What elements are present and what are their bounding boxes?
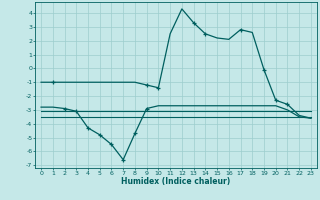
X-axis label: Humidex (Indice chaleur): Humidex (Indice chaleur) (121, 177, 231, 186)
